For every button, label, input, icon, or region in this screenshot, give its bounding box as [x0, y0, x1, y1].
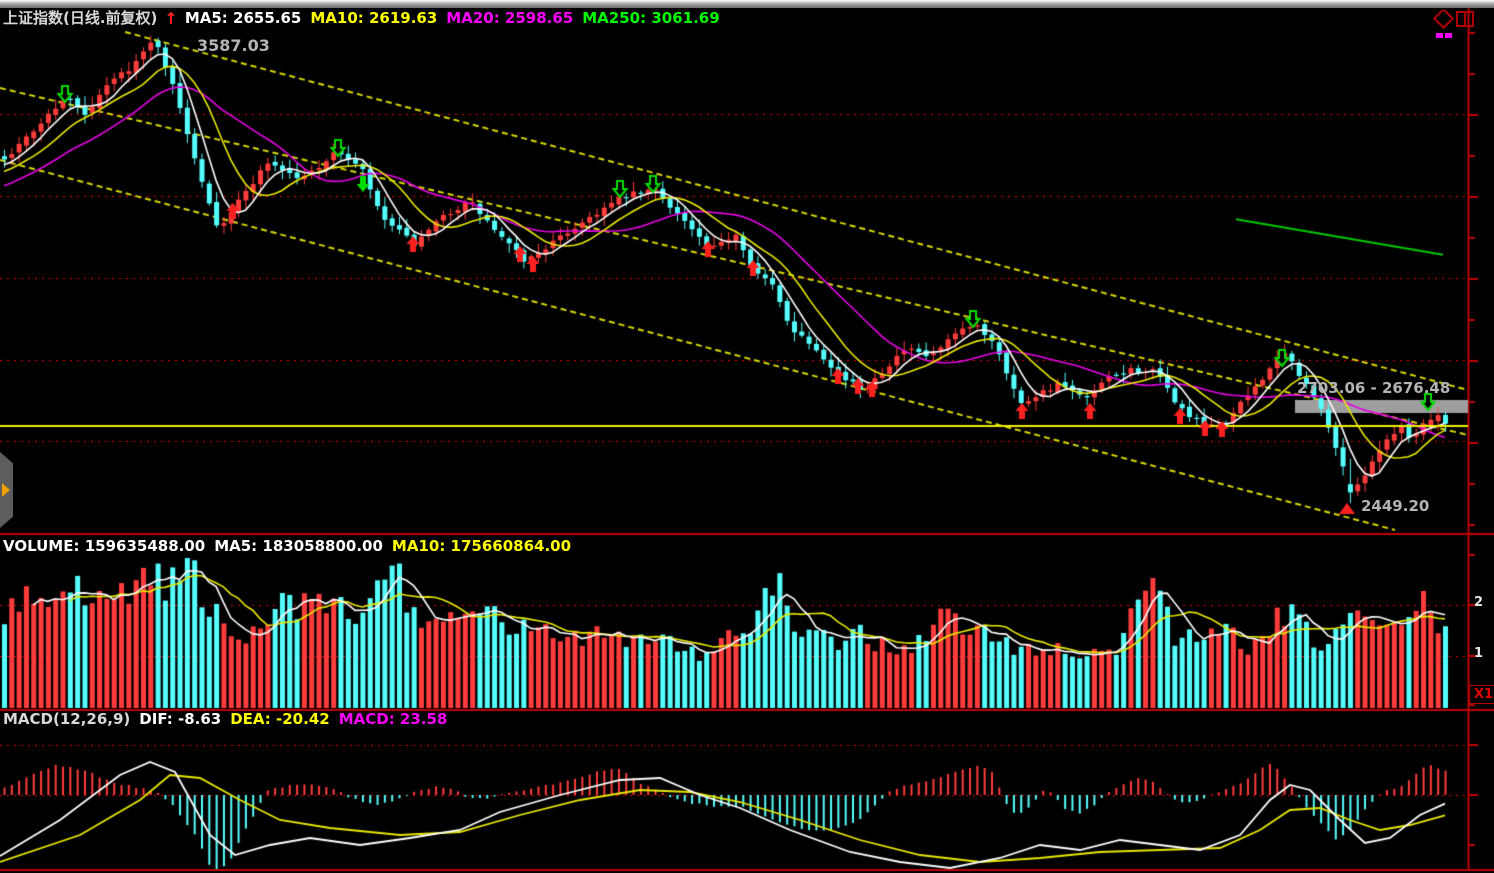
volume-value: VOLUME: 159635488.00	[3, 537, 206, 555]
magenta-marker-icon	[1445, 33, 1452, 38]
dea-value: DEA: -20.42	[230, 710, 330, 728]
chart-tool-icons	[1432, 7, 1482, 44]
volume-axis-label-100m: 1	[1474, 646, 1484, 661]
symbol-title: 上证指数(日线.前复权)	[3, 9, 158, 27]
diamond-icon[interactable]	[1432, 7, 1455, 30]
ma250-value: MA250: 3061.69	[582, 9, 720, 27]
split-window-icon[interactable]	[1456, 11, 1474, 27]
volume-panel-header: VOLUME: 159635488.00 MA5: 183058800.00 M…	[3, 538, 571, 555]
magenta-marker-icon	[1436, 33, 1443, 38]
macd-indicator-name: MACD(12,26,9)	[3, 710, 131, 728]
axis-corner-x1-label: X1	[1469, 685, 1494, 704]
macd-panel-header: MACD(12,26,9) DIF: -8.63 DEA: -20.42 MAC…	[3, 711, 447, 728]
sidebar-flyout-handle[interactable]	[0, 452, 13, 528]
window-top-strip	[0, 0, 1494, 8]
peak-price-label: 3587.03	[197, 36, 270, 55]
volume-axis-label-200m: 2	[1474, 595, 1484, 610]
volume-ma5-value: MA5: 183058800.00	[214, 537, 383, 555]
trough-price-label: 2449.20	[1361, 497, 1430, 515]
expand-right-icon	[2, 483, 10, 497]
dif-value: DIF: -8.63	[139, 710, 222, 728]
tool-icons-svg	[1432, 7, 1474, 38]
volume-ma10-value: MA10: 175660864.00	[391, 537, 572, 555]
ma20-value: MA20: 2598.65	[446, 9, 574, 27]
price-panel-header: 上证指数(日线.前复权) ↑ MA5: 2655.65 MA10: 2619.6…	[3, 9, 720, 28]
ma10-value: MA10: 2619.63	[310, 9, 438, 27]
gap-range-label: 2703.06 - 2676.48	[1297, 379, 1451, 397]
macd-value: MACD: 23.58	[338, 710, 448, 728]
ma5-value: MA5: 2655.65	[184, 9, 302, 27]
trend-up-arrow-icon: ↑	[164, 9, 178, 28]
